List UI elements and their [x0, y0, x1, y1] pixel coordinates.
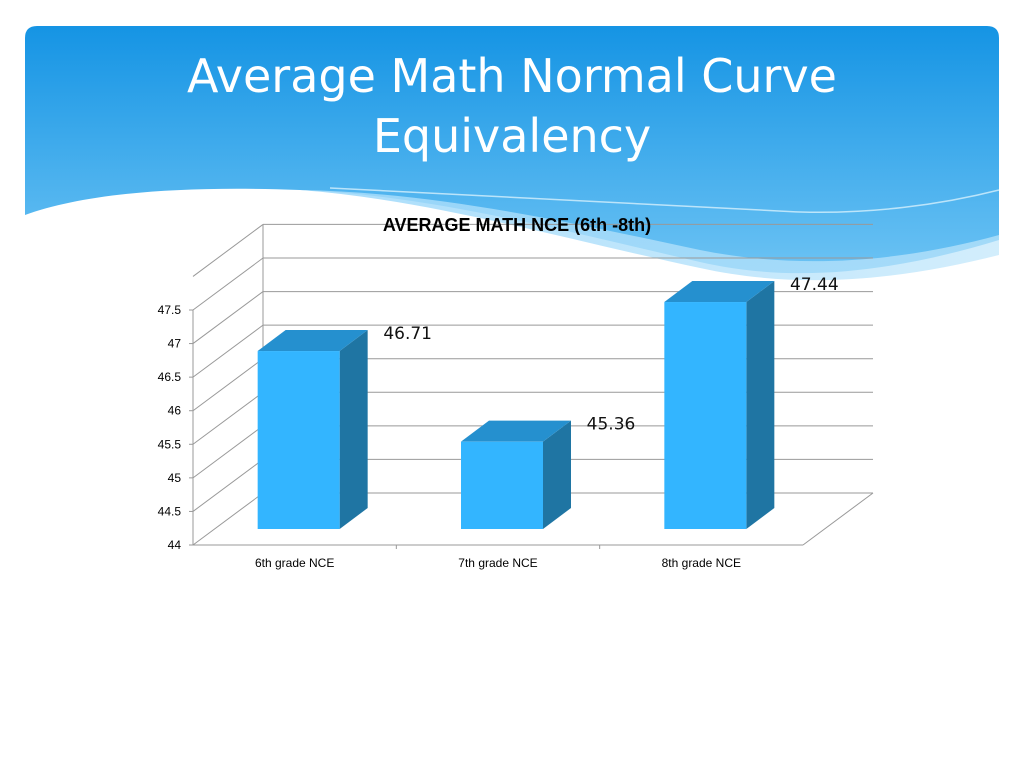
grid-depth-line [192, 257, 264, 311]
grid-depth-line [192, 324, 264, 378]
bar-top [257, 330, 368, 352]
y-tick-label: 46 [168, 404, 182, 418]
slide-title: Average Math Normal Curve Equivalency [0, 46, 1024, 166]
x-tick-label: 8th grade NCE [662, 556, 741, 570]
data-label: 47.44 [790, 275, 839, 295]
grid-depth-line [192, 391, 264, 445]
grid-depth-line [192, 425, 264, 479]
grid-depth-line [192, 224, 264, 277]
bar-side [543, 420, 571, 529]
bar-top [461, 420, 571, 442]
bar [664, 302, 747, 529]
y-tick-label: 45 [168, 471, 182, 485]
y-tick-label: 44 [168, 538, 182, 552]
data-label: 45.36 [587, 415, 636, 435]
bar [257, 351, 340, 529]
x-tick-label: 6th grade NCE [255, 556, 334, 570]
grid-depth-line [192, 358, 264, 412]
y-tick-label: 47.5 [158, 303, 182, 317]
y-tick-label: 44.5 [158, 504, 182, 518]
bar-top [664, 281, 775, 303]
header-band [25, 26, 1000, 281]
data-label: 46.71 [383, 324, 432, 344]
grid-depth-line [192, 492, 264, 546]
slide-title-line-1: Average Math Normal Curve [187, 49, 837, 103]
bar [461, 441, 543, 529]
header-background [25, 26, 999, 274]
bar-side [746, 281, 775, 529]
grid-depth-line [192, 291, 264, 344]
bar-side [339, 330, 368, 529]
y-tick-label: 47 [168, 337, 182, 351]
chart-title: AVERAGE MATH NCE (6th -8th) [383, 215, 651, 235]
grid-depth-line [192, 459, 264, 512]
header-wave-thin [329, 187, 1000, 214]
header-wave-light [300, 190, 999, 281]
floor-right-edge [802, 492, 874, 546]
x-tick-label: 7th grade NCE [458, 556, 537, 570]
chart: 44 44.5 45 45.5 46 46.5 47 47.5 46.71 6th grade N… [158, 215, 874, 570]
slide-title-line-2: Equivalency [372, 109, 652, 163]
y-tick-label: 46.5 [158, 370, 182, 384]
y-tick-label: 45.5 [158, 437, 182, 451]
